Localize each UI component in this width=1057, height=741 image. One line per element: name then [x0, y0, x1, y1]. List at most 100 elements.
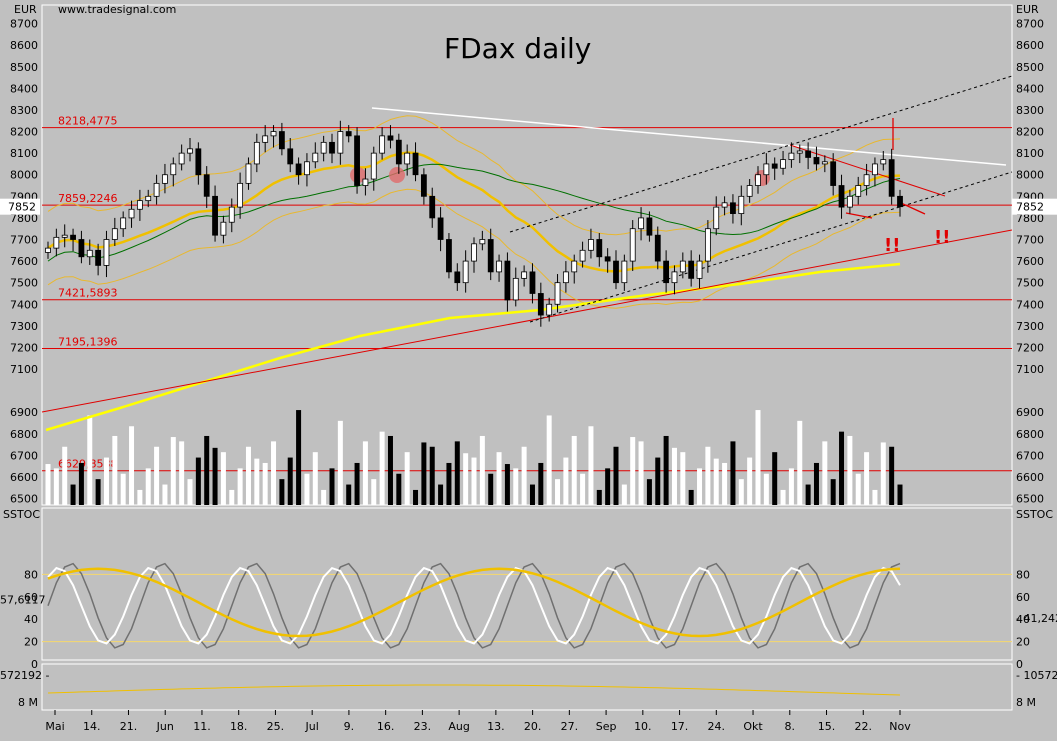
- sstoc-tick-right: 20: [1016, 636, 1030, 649]
- volume-tick-left: 6800: [10, 428, 38, 441]
- candle-body: [370, 152, 377, 180]
- volume-bar: [496, 452, 502, 505]
- volume-bar: [379, 431, 385, 505]
- x-tick-label: Jul: [305, 720, 319, 733]
- volume-bar: [446, 462, 452, 505]
- candle-body: [454, 271, 461, 284]
- volume-bar: [730, 441, 736, 505]
- x-tick-label: 22.: [855, 720, 873, 733]
- y-tick-right: 8300: [1016, 104, 1044, 117]
- candle-body: [562, 271, 569, 284]
- candle-body: [604, 256, 611, 262]
- volume-bar: [780, 489, 786, 505]
- volume-bar: [271, 441, 277, 505]
- y-tick-right: 7400: [1016, 298, 1044, 311]
- volume-bar: [872, 489, 878, 505]
- volume-bar: [747, 457, 753, 505]
- volume-bar: [788, 468, 794, 505]
- channel-lower: [529, 171, 1013, 323]
- candle-body: [304, 161, 310, 176]
- volume-bar: [738, 479, 744, 505]
- x-tick-label: Nov: [889, 720, 911, 733]
- candle-body: [86, 249, 93, 258]
- volume-bar: [479, 435, 485, 505]
- x-tick-label: 9.: [344, 720, 355, 733]
- sstoc-line-fast: [47, 562, 901, 649]
- volume-bar: [312, 452, 318, 505]
- candle-body: [721, 202, 728, 208]
- level-label: 7195,1396: [58, 336, 118, 349]
- y-tick-right: 7100: [1016, 363, 1044, 376]
- sstoc-tick-right: 0: [1016, 658, 1023, 671]
- volume-bar: [195, 457, 201, 505]
- candle-body: [195, 148, 202, 176]
- volume-bar: [889, 446, 895, 505]
- bottom-tick-right: 8 M: [1016, 696, 1036, 709]
- volume-bar: [529, 484, 535, 505]
- candle-body: [796, 150, 803, 154]
- volume-bar: [671, 447, 677, 505]
- volume-bar: [580, 473, 586, 505]
- candle-body: [496, 260, 502, 273]
- volume-bar: [663, 435, 669, 505]
- level-label: 7421,5893: [58, 287, 118, 300]
- pivot-marker: [389, 167, 405, 183]
- volume-bar: [596, 489, 602, 505]
- candle-body: [320, 141, 327, 154]
- candle-body: [654, 234, 661, 262]
- volume-bar: [404, 452, 410, 505]
- volume-bar: [53, 468, 59, 505]
- volume-tick-right: 6700: [1016, 449, 1044, 462]
- candle-body: [53, 236, 60, 249]
- volume-bar: [538, 462, 544, 505]
- candle-body: [888, 159, 895, 197]
- volume-bar: [688, 489, 694, 505]
- x-tick-label: 18.: [230, 720, 248, 733]
- volume-bar: [555, 479, 561, 505]
- sstoc-line-signal: [47, 567, 901, 638]
- candle-body: [487, 239, 494, 273]
- y-tick-left: 8300: [10, 104, 38, 117]
- candle-body: [696, 260, 703, 279]
- x-tick-label: 11.: [193, 720, 211, 733]
- volume-bar: [471, 457, 477, 505]
- last-price-label-left: 7852: [8, 201, 36, 214]
- x-tick-label: 8.: [785, 720, 796, 733]
- candle-body: [329, 141, 335, 154]
- volume-bar: [588, 426, 594, 505]
- candle-body: [462, 260, 469, 284]
- candle-body: [813, 157, 820, 165]
- volume-bar: [229, 489, 235, 505]
- x-tick-label: 16.: [377, 720, 395, 733]
- volume-bar: [362, 441, 368, 505]
- signal-arrow: [900, 202, 926, 215]
- source-label: www.tradesignal.com: [58, 3, 176, 16]
- x-tick-label: 14.: [83, 720, 101, 733]
- candle-body: [763, 163, 770, 176]
- volume-bar: [321, 489, 327, 505]
- signal-arrow: [845, 212, 873, 219]
- candle-body: [278, 131, 285, 150]
- volume-tick-right: 6900: [1016, 406, 1044, 419]
- y-tick-left: 8000: [10, 169, 38, 182]
- candle-body: [738, 195, 745, 214]
- volume-bar: [396, 473, 402, 505]
- volume-bar: [613, 446, 619, 505]
- volume-bar: [162, 484, 168, 505]
- candle-body: [713, 206, 720, 230]
- x-tick-label: 25.: [267, 720, 285, 733]
- y-tick-right: 8000: [1016, 169, 1044, 182]
- y-tick-left: 7400: [10, 298, 38, 311]
- volume-bar: [805, 484, 811, 505]
- y-tick-left: 8200: [10, 126, 38, 139]
- volume-bar: [463, 453, 469, 505]
- bottom-tick-left: 8 M: [18, 696, 38, 709]
- trendline-short: [789, 144, 946, 197]
- sstoc-value-left: 57,6117: [0, 593, 46, 606]
- candle-body: [120, 217, 127, 230]
- candle-body: [420, 174, 427, 197]
- x-tick-label: Okt: [743, 720, 763, 733]
- candle-body: [379, 135, 386, 154]
- channel-upper: [509, 75, 1013, 233]
- volume-tick-left: 6900: [10, 406, 38, 419]
